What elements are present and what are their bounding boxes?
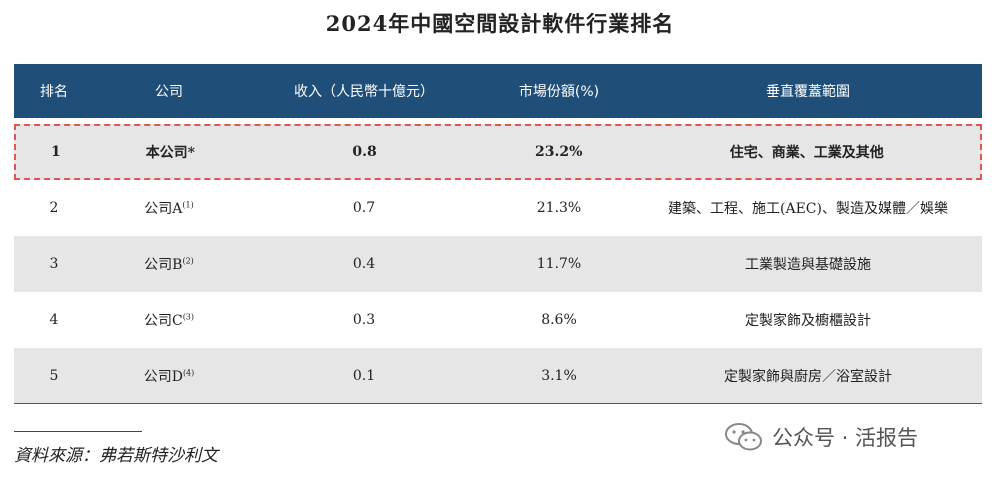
table-row: 1 本公司* 0.8 23.2% 住宅、商業、工業及其他: [14, 124, 982, 180]
cell-revenue: 0.7: [352, 200, 376, 216]
cell-share: 8.6%: [541, 312, 577, 328]
cell-revenue: 0.4: [352, 256, 376, 272]
cell-company: 公司C(3): [94, 310, 244, 330]
cell-company: 公司A(1): [94, 198, 244, 218]
watermark-text: 公众号 · 活报告: [772, 426, 919, 450]
watermark: 公众号 · 活报告: [724, 422, 918, 452]
cell-coverage: 建築、工程、施工(AEC)、製造及媒體／娛樂: [668, 201, 948, 217]
cell-coverage: 住宅、商業、工業及其他: [729, 145, 884, 161]
cell-share: 21.3%: [536, 200, 582, 216]
table-row: 2 公司A(1) 0.7 21.3% 建築、工程、施工(AEC)、製造及媒體／娛…: [14, 180, 982, 236]
ranking-table: 排名 公司 收入（人民幣十億元） 市場份額(%) 垂直覆蓋範圍 1 本公司* 0…: [14, 64, 982, 404]
header-coverage: 垂直覆蓋範圍: [766, 84, 850, 100]
footnote-marker: (1): [182, 200, 194, 210]
cell-revenue: 0.3: [352, 312, 376, 328]
cell-share: 3.1%: [541, 367, 577, 384]
cell-revenue: 0.1: [352, 367, 376, 384]
footnote-marker: (4): [182, 367, 195, 377]
footnote-divider: [14, 431, 142, 432]
table-header: 排名 公司 收入（人民幣十億元） 市場份額(%) 垂直覆蓋範圍: [14, 64, 982, 118]
header-rank: 排名: [40, 84, 68, 100]
wechat-icon: [725, 423, 762, 451]
cell-company: 公司D(4): [94, 366, 244, 386]
header-share: 市場份額(%): [518, 84, 600, 100]
cell-coverage: 定製家飾及櫥櫃設計: [745, 313, 871, 329]
company-name: 公司A: [144, 201, 183, 217]
header-revenue: 收入（人民幣十億元）: [294, 84, 434, 100]
header-company: 公司: [155, 84, 183, 100]
company-name: 公司B: [144, 257, 183, 273]
source-note: 資料來源：弗若斯特沙利文: [14, 446, 218, 466]
cell-rank: 4: [49, 312, 59, 328]
cell-rank: 1: [50, 144, 61, 160]
table-row: 5 公司D(4) 0.1 3.1% 定製家飾與廚房／浴室設計: [14, 348, 982, 404]
cell-company: 本公司*: [96, 142, 245, 162]
cell-coverage: 定製家飾與廚房／浴室設計: [724, 368, 892, 385]
cell-rank: 3: [49, 256, 59, 272]
cell-revenue: 0.8: [352, 144, 377, 160]
company-name: 本公司*: [145, 145, 196, 161]
cell-share: 11.7%: [536, 256, 582, 272]
page-title: 2024年中國空間設計軟件行業排名: [325, 11, 675, 36]
table-row: 3 公司B(2) 0.4 11.7% 工業製造與基礎設施: [14, 236, 982, 292]
footnote-marker: (3): [182, 312, 195, 322]
cell-share: 23.2%: [535, 144, 583, 160]
company-name: 公司D: [143, 368, 183, 385]
cell-rank: 5: [49, 367, 59, 384]
table-row: 4 公司C(3) 0.3 8.6% 定製家飾及櫥櫃設計: [14, 292, 982, 348]
company-name: 公司C: [143, 313, 183, 329]
cell-coverage: 工業製造與基礎設施: [745, 257, 871, 273]
footnote-marker: (2): [182, 256, 194, 266]
cell-company: 公司B(2): [94, 254, 244, 274]
cell-rank: 2: [49, 200, 59, 216]
